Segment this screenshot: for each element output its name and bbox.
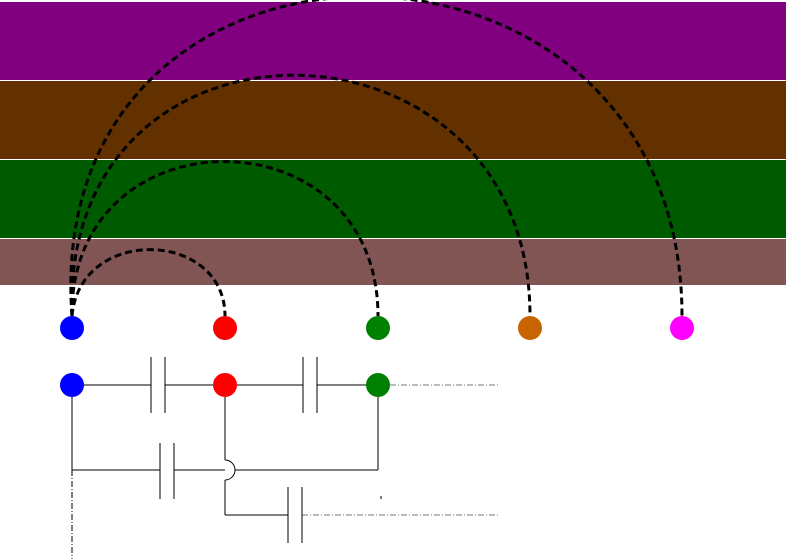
band-purple [0,2,786,80]
capacitor-b-out [287,487,303,543]
capacitor-bc [302,357,318,413]
arc-a-e [69,0,684,317]
capacitors [150,357,318,543]
arc-a-c [70,160,380,317]
circuit-nodes [60,373,390,397]
arc-a-b [70,248,227,317]
top-nodes [60,316,694,340]
node-c [366,316,390,340]
color-bands [0,2,786,285]
circuit-node-b [213,373,237,397]
node-e [670,316,694,340]
circuit-wires [71,384,500,559]
circuit-node-a [60,373,84,397]
band-green [0,160,786,238]
capacitor-ac [159,443,175,499]
circuit-node-c [366,373,390,397]
arcs [69,0,684,317]
arc-a-d [70,73,532,317]
band-brown [0,81,786,159]
node-b [213,316,237,340]
band-rose [0,239,786,285]
capacitor-ab [150,357,166,413]
node-a [60,316,84,340]
node-d [518,316,542,340]
